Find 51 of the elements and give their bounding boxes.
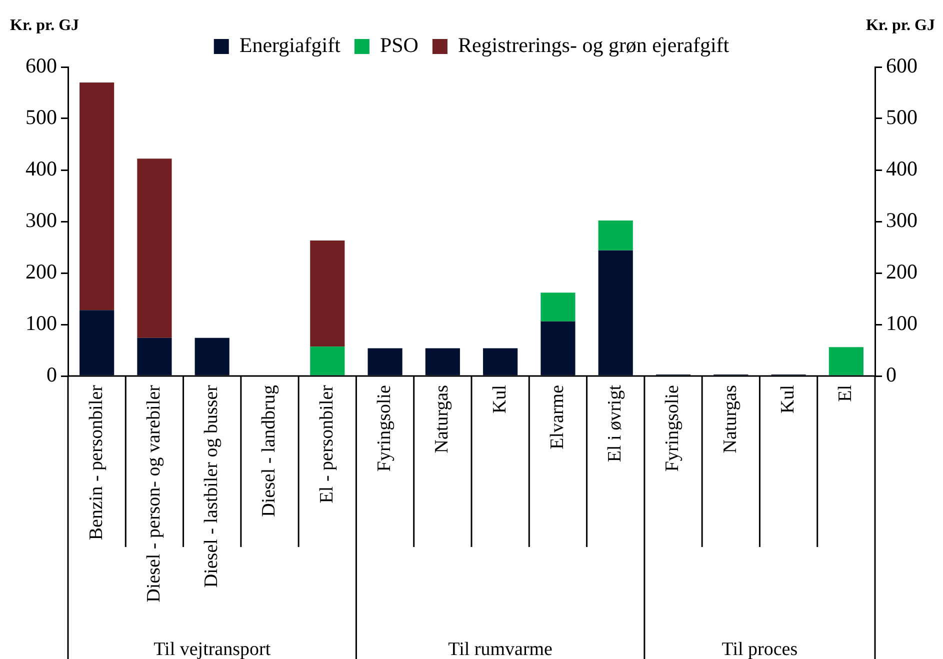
bar [80,310,114,376]
bar [194,338,230,376]
bar [368,348,402,376]
x-tick-label: Elvarme [546,385,568,450]
bar [137,338,172,376]
x-tick-label: El [835,385,856,402]
x-tick-label: El - personbiler [316,384,338,504]
y-tick-label: 100 [26,311,57,336]
y-tick-label: 600 [26,54,57,78]
x-tick-label: Naturgas [432,385,453,454]
bar [828,347,864,376]
legend-label: Registrerings- og grøn ejerafgift [458,33,730,58]
bar [310,240,345,347]
y2-tick-label: 500 [886,105,918,130]
x-tick-label: Diesel - lastbiler og busser [201,384,222,588]
x-tick-label: Naturgas [720,385,741,454]
legend-label: PSO [380,33,418,58]
x-tick-label: El i øvrigt [604,384,626,462]
bar [598,250,633,376]
x-tick-label: Diesel - landbrug [258,384,280,517]
legend-label: Energiafgift [239,33,341,58]
x-tick-label: Kul [778,385,799,414]
text: Til proces [722,639,798,659]
bar [137,158,172,338]
y2-tick-label: 100 [886,311,918,336]
bar [310,346,345,376]
x-tick-label: Fyringsolie [374,385,396,472]
bar [80,82,114,310]
y2-tick-label: 400 [886,156,918,181]
y-tick-label: 400 [26,156,57,181]
y-tick-label: 200 [26,260,57,284]
x-tick-label: Diesel - person- og varebiler [143,384,164,602]
y-tick-label: 300 [26,208,57,232]
text: Til rumvarme [448,639,552,659]
bar [540,321,576,376]
bar [483,348,518,376]
x-tick-label: Benzin - personbiler [86,384,107,540]
y-tick-label: 0 [46,362,57,387]
bar [540,292,576,322]
y-tick-label: 500 [26,105,57,130]
text: Til vejtransport [154,639,272,659]
bar [425,348,460,376]
y2-tick-label: 600 [886,54,918,78]
bar [598,220,633,250]
y2-tick-label: 200 [886,260,918,284]
y-axis-title: Kr. pr. GJ [10,17,80,34]
y2-axis-title: Kr. pr. GJ [866,17,935,34]
x-tick-label: Kul [489,385,510,414]
x-tick-label: Fyringsolie [662,385,684,472]
y2-tick-label: 300 [886,208,918,232]
y2-tick-label: 0 [886,362,896,387]
